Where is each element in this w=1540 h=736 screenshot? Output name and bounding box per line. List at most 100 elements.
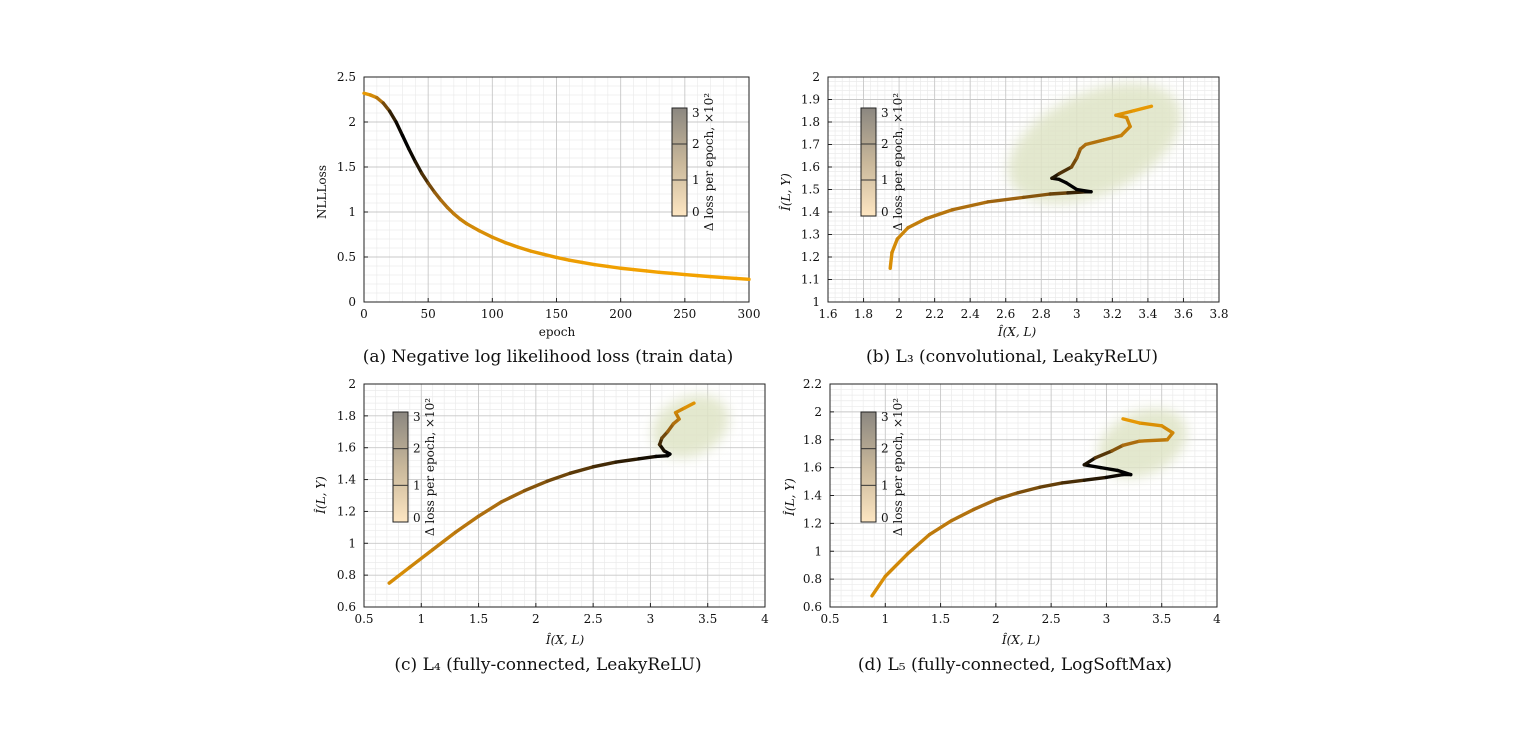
y-tick-label: 1.8 [801,115,820,129]
x-tick-label: 300 [738,307,761,321]
series-segment [1082,463,1103,470]
series-segment [400,133,411,151]
panel-d-xlabel: Î(X, L) [1001,632,1041,647]
x-tick-label: 2.5 [584,612,603,626]
series-segment [644,269,661,274]
series-segment [1060,478,1087,485]
y-tick-label: 1 [348,205,356,219]
series-segment [1137,438,1169,443]
scatter-cloud [652,394,729,458]
colorbar-tick-label: 0 [692,205,700,219]
y-tick-label: 1.1 [801,273,820,287]
series-segment [1048,191,1070,196]
tick-labels: 0 50 100 150 200 250 300 0 0.5 1 1.5 2 2.5 [337,70,761,321]
colorbar: 0 1 2 3 Δ loss per epoch, ×10² [671,93,716,231]
colorbar-tick-label: 2 [881,442,889,456]
series-segment [986,195,1026,204]
series-segment [477,229,495,239]
y-tick-label: 1 [814,544,822,558]
series-segment [503,240,520,249]
colorbar-gradient [860,411,877,523]
colorbar-tick-label: 2 [413,442,421,456]
series-segment [1160,424,1175,435]
x-tick-label: 2 [992,612,1000,626]
series-segment [637,454,658,461]
x-tick-label: 4 [761,612,769,626]
colorbar-gradient [671,107,688,217]
series-segment [606,264,623,270]
colorbar-label: Δ loss per epoch, ×10² [891,93,905,231]
x-tick-label: 100 [481,307,504,321]
panel-b-plot: 1.6 1.8 2 2.2 2.4 2.6 2.8 3 3.2 3.4 3.6 3.8 1 1.1 1.2 1… [801,70,1229,321]
series-segment [1093,449,1114,460]
y-tick-label: 1.3 [801,228,820,242]
series-segment [1137,421,1164,428]
colorbar-tick-label: 0 [413,511,421,525]
series-segment [924,208,955,221]
y-tick-label: 1.7 [801,138,820,152]
series-segment [657,270,674,276]
series-segment [972,497,998,512]
x-tick-label: 3.6 [1174,307,1193,321]
colorbar-tick-label: 1 [692,173,700,187]
series-segment [1082,456,1098,467]
y-tick-label: 1.5 [801,183,820,197]
axes-frame [363,383,766,608]
series-segment [670,271,687,277]
x-tick-label: 1.8 [854,307,873,321]
colorbar-tick-label: 1 [881,478,889,492]
series-segment [618,266,636,272]
panel-b: 1.6 1.8 2 2.2 2.4 2.6 2.8 3 3.2 3.4 3.6 3.8 1 1.1 1.2 1… [778,70,1229,367]
series-segment [499,489,527,504]
y-tick-label: 1 [348,536,356,550]
series-segment [1099,465,1120,473]
x-tick-label: 3 [1073,307,1081,321]
y-tick-label: 2 [814,405,822,419]
y-tick-label: 0.6 [803,600,822,614]
series-segment [994,491,1020,502]
y-tick-label: 2 [348,377,356,391]
series-segment [1115,468,1133,477]
minor-grid [364,384,765,607]
y-tick-label: 0.8 [337,568,356,582]
panel-d: 0.5 1 1.5 2 2.5 3 3.5 40.60.811.21.41.61.822.20… [782,377,1221,675]
y-tick-label: 1 [812,295,820,309]
series-segment [708,274,726,280]
x-tick-label: 3.8 [1209,307,1228,321]
y-tick-label: 1.4 [337,473,356,487]
x-tick-label: 50 [421,307,436,321]
tick-labels: 0.5 1 1.5 2 2.5 3 3.5 4 0.6 0.8 1 1.2 1.4 1.6 1.8 2 2.2 [803,377,1221,626]
series-segment [408,547,435,569]
y-tick-label: 1.6 [337,441,356,455]
x-tick-label: 200 [609,307,632,321]
series-segment [905,532,932,556]
series-segment [387,565,412,585]
y-tick-label: 1.4 [801,205,820,219]
panel-c-ylabel: Î(L, Y) [313,476,328,515]
x-tick-label: 3.2 [1103,307,1122,321]
panel-a: 0 50 100 150 200 250 300 0 0.5 1 1.5 2 2.5 0 1 2 3 Δ loss… [315,70,760,367]
y-tick-label: 1.2 [337,504,356,518]
colorbar-tick-label: 3 [692,106,700,120]
series-segment [1121,417,1142,425]
series-segment [432,190,443,203]
series-segment [413,159,424,176]
y-tick-label: 2 [348,115,356,129]
x-tick-label: 2.8 [1032,307,1051,321]
x-tick-label: 3.5 [698,612,717,626]
y-tick-label: 0.6 [337,600,356,614]
panel-a-plot: 0 50 100 150 200 250 300 0 0.5 1 1.5 2 2.5 0 1 2 3 Δ loss… [337,70,761,321]
series-segment [1114,109,1136,117]
series-segment [721,275,738,281]
x-tick-label: 2.5 [1042,612,1061,626]
x-tick-label: 3 [1103,612,1111,626]
series-segment [950,200,990,212]
colorbar-tick-label: 3 [413,410,421,424]
y-tick-label: 1.8 [337,409,356,423]
colorbar-tick-label: 0 [881,205,889,219]
y-tick-label: 2 [812,70,820,84]
series-segment [387,109,398,124]
panel-b-caption: (b) L₃ (convolutional, LeakyReLU) [866,347,1158,367]
y-tick-label: 0.8 [803,572,822,586]
series-segment [870,574,887,598]
